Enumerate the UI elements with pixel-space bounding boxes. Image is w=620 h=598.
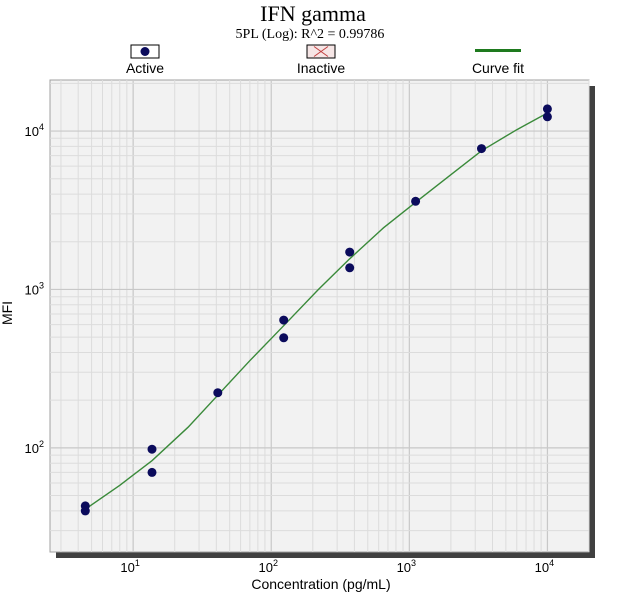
legend-inactive-label: Inactive [297, 60, 345, 76]
grid-layer [50, 80, 590, 552]
data-point [345, 247, 355, 257]
legend-active-marker [140, 47, 150, 56]
x-tick-label: 102 [258, 558, 277, 575]
legend-item-active: Active [126, 44, 164, 76]
x-tick-labels: 101 102 103 104 [120, 558, 554, 575]
data-point [345, 263, 355, 273]
x-axis-label: Concentration (pg/mL) [251, 576, 390, 592]
x-tick-label: 104 [535, 558, 554, 575]
chart-subtitle: 5PL (Log): R^2 = 0.99786 [236, 27, 385, 42]
y-axis-label: MFI [0, 301, 15, 325]
points-layer [80, 104, 552, 516]
data-point [80, 506, 90, 516]
legend-active-label: Active [126, 60, 164, 76]
legend-inactive-cross-b [313, 46, 329, 57]
y-tick-labels: 102 103 104 [25, 122, 44, 456]
curve-layer [84, 112, 548, 510]
data-point [279, 315, 289, 325]
x-tick-label: 103 [397, 558, 416, 575]
data-point [477, 144, 486, 154]
plot-area [49, 79, 590, 553]
y-tick-label: 104 [25, 122, 44, 139]
legend: Active Inactive Curve fit [126, 44, 524, 76]
x-tick-label: 101 [120, 558, 139, 575]
legend-item-inactive: Inactive [297, 44, 345, 76]
data-point [147, 444, 157, 454]
legend-item-curve-fit: Curve fit [472, 49, 524, 76]
data-point [279, 333, 289, 343]
curve-fit-line [84, 112, 548, 510]
data-point [411, 196, 421, 206]
y-tick-label: 102 [25, 439, 44, 456]
data-point [542, 104, 552, 114]
data-point [213, 388, 223, 398]
data-point [542, 112, 552, 122]
legend-curve-label: Curve fit [472, 60, 524, 76]
chart-title: IFN gamma [260, 1, 366, 26]
data-point [147, 467, 157, 477]
y-tick-label: 103 [25, 280, 44, 297]
